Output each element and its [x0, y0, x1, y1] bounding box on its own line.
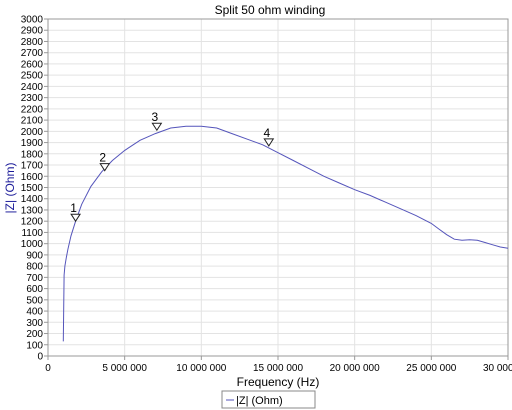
y-tick-label: 1100: [21, 228, 43, 239]
y-tick-label: 2900: [21, 26, 44, 37]
y-tick-label: 2300: [21, 93, 44, 104]
x-tick-label: 0: [45, 363, 51, 374]
y-tick-label: 300: [26, 318, 43, 329]
marker-label: 1: [70, 201, 77, 215]
series-layer: [62, 125, 509, 342]
y-tick-label: 400: [26, 307, 43, 318]
y-tick-label: 3000: [21, 15, 44, 26]
x-tick-label: 20 000 000: [330, 363, 380, 374]
legend-box: [221, 390, 316, 409]
y-tick-label: 2600: [21, 59, 44, 70]
y-tick-label: 2400: [21, 82, 44, 93]
y-tick-label: 2100: [21, 116, 44, 127]
y-tick-label: 900: [26, 250, 43, 261]
y-tick-label: 1600: [21, 172, 44, 183]
x-axis-ticks: 0 5 000 000 10 000 000 15 000 000 20 000 000…: [45, 356, 512, 374]
marker-triangle: [151, 122, 163, 132]
marker-label: 4: [263, 126, 270, 140]
y-tick-label: 1300: [21, 205, 44, 216]
y-tick-label: 1000: [21, 239, 44, 250]
x-tick-label: 25 000 000: [406, 363, 456, 374]
x-tick-label: 10 000 000: [176, 363, 226, 374]
y-tick-label: 1800: [21, 149, 44, 160]
y-tick-label: 500: [26, 295, 43, 306]
x-tick-label: 5 000 000: [102, 363, 147, 374]
y-tick-label: 1500: [21, 183, 44, 194]
y-tick-label: 2000: [21, 127, 44, 138]
x-tick-label: 15 000 000: [253, 363, 303, 374]
y-axis-ticks: 0100200300400500600700800900100011001200…: [21, 15, 48, 363]
marker-triangle: [263, 138, 275, 147]
marker-label: 3: [152, 110, 159, 124]
marker-label: 2: [99, 151, 106, 165]
y-tick-label: 100: [26, 340, 43, 351]
y-tick-label: 700: [26, 273, 43, 284]
y-tick-label: 1200: [21, 217, 44, 228]
marker-triangle: [99, 163, 111, 172]
y-tick-label: 2800: [21, 37, 44, 48]
marker-triangle: [70, 213, 82, 223]
y-tick-label: 600: [26, 284, 43, 295]
x-tick-label: 30 000 000: [483, 363, 512, 374]
chart-title: Split 50 ohm winding: [215, 3, 326, 17]
x-axis-label: Frequency (Hz): [237, 375, 320, 389]
y-axis-label: |Z| (Ohm): [3, 163, 17, 214]
grid: [48, 19, 508, 356]
y-tick-label: 2200: [21, 104, 44, 115]
y-tick-label: 1700: [21, 161, 44, 172]
y-tick-label: 1900: [21, 138, 44, 149]
y-tick-label: 1400: [21, 194, 44, 205]
y-tick-label: 0: [37, 352, 43, 363]
series-line: [62, 125, 509, 342]
y-tick-label: 800: [26, 262, 43, 273]
y-tick-label: 2700: [21, 48, 44, 59]
y-tick-label: 200: [26, 329, 43, 340]
legend: |Z| (Ohm): [221, 390, 316, 409]
marker-layer: 1 2 3 4: [70, 110, 275, 223]
y-tick-label: 2500: [21, 71, 44, 82]
legend-label: |Z| (Ohm): [236, 395, 283, 407]
